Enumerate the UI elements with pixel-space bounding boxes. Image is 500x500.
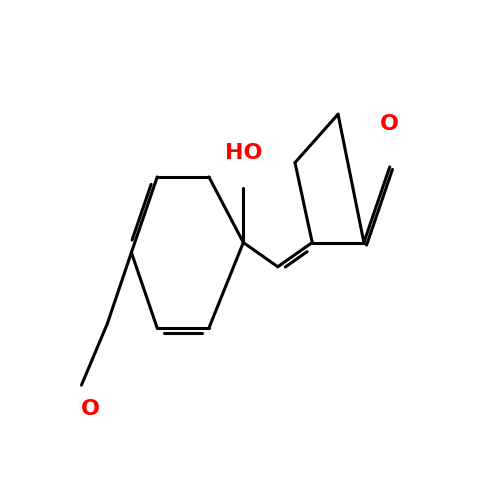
Text: O: O [380,114,399,134]
Text: HO: HO [224,142,262,163]
Text: O: O [80,400,100,419]
